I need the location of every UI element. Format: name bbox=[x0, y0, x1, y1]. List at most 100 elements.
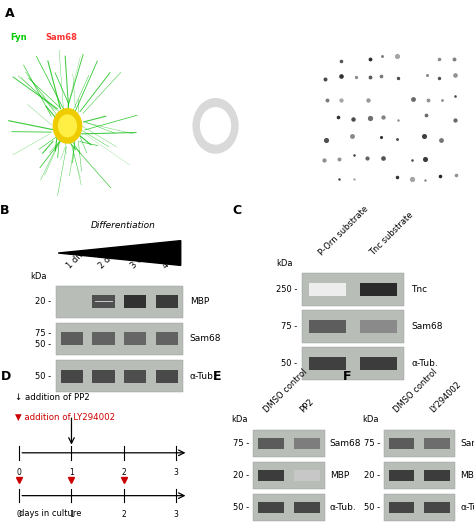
Text: P-Orn substrate: P-Orn substrate bbox=[318, 205, 371, 258]
Text: E: E bbox=[213, 370, 221, 383]
Bar bbox=[383, 495, 455, 521]
Bar bbox=[383, 430, 455, 457]
Bar bbox=[124, 370, 146, 383]
Text: Sam68: Sam68 bbox=[411, 322, 443, 331]
Bar bbox=[92, 332, 115, 345]
Bar bbox=[253, 430, 325, 457]
Text: kDa: kDa bbox=[276, 259, 293, 268]
Circle shape bbox=[201, 108, 230, 144]
Text: 4 div: 4 div bbox=[161, 249, 182, 270]
Bar bbox=[424, 502, 450, 513]
Circle shape bbox=[208, 117, 223, 135]
Bar bbox=[294, 502, 320, 513]
Circle shape bbox=[58, 115, 76, 136]
Text: 1 div: 1 div bbox=[65, 249, 86, 270]
Bar bbox=[360, 320, 397, 333]
Text: α-Tub.: α-Tub. bbox=[190, 372, 217, 381]
Circle shape bbox=[53, 109, 82, 143]
Bar bbox=[258, 470, 284, 481]
Text: 3: 3 bbox=[173, 510, 178, 519]
Bar bbox=[302, 348, 404, 380]
Text: 2: 2 bbox=[121, 468, 126, 477]
Text: ▼ addition of LY294002: ▼ addition of LY294002 bbox=[15, 413, 115, 422]
Bar bbox=[294, 470, 320, 481]
Bar bbox=[309, 283, 346, 296]
Bar bbox=[309, 357, 346, 370]
Text: 2: 2 bbox=[121, 510, 126, 519]
Text: Sam68: Sam68 bbox=[330, 439, 361, 448]
Text: /: / bbox=[37, 34, 40, 43]
Bar bbox=[389, 470, 414, 481]
Bar bbox=[92, 295, 115, 308]
Text: F: F bbox=[343, 370, 352, 383]
Text: kDa: kDa bbox=[30, 271, 47, 280]
Text: 250 -: 250 - bbox=[276, 285, 297, 294]
Bar bbox=[92, 370, 115, 383]
Text: 50 -: 50 - bbox=[36, 372, 52, 381]
Text: 50 -: 50 - bbox=[233, 503, 249, 512]
Bar bbox=[360, 357, 397, 370]
Text: 3 div: 3 div bbox=[129, 249, 150, 270]
Bar bbox=[309, 320, 346, 333]
Text: 0: 0 bbox=[17, 510, 22, 519]
Text: Sam68: Sam68 bbox=[460, 439, 474, 448]
Text: A: A bbox=[5, 7, 14, 19]
Text: 50 -: 50 - bbox=[281, 359, 297, 368]
Text: Differentiation: Differentiation bbox=[91, 220, 155, 229]
Text: 50 -: 50 - bbox=[364, 503, 380, 512]
Text: LY294002: LY294002 bbox=[428, 380, 463, 414]
Polygon shape bbox=[58, 240, 181, 266]
Text: C: C bbox=[232, 204, 241, 217]
Bar bbox=[389, 502, 414, 513]
Text: 20 -: 20 - bbox=[36, 297, 52, 306]
Text: α-Tub.: α-Tub. bbox=[330, 503, 356, 512]
Bar bbox=[124, 332, 146, 345]
Text: Tnc substrate: Tnc substrate bbox=[368, 211, 416, 258]
Text: DMSO control: DMSO control bbox=[262, 367, 309, 414]
Text: α-Tub.: α-Tub. bbox=[411, 359, 438, 368]
Bar bbox=[424, 438, 450, 449]
Text: 3: 3 bbox=[173, 468, 178, 477]
Bar bbox=[258, 502, 284, 513]
Bar bbox=[253, 495, 325, 521]
Bar bbox=[389, 438, 414, 449]
Bar bbox=[253, 462, 325, 489]
Text: 0: 0 bbox=[17, 468, 22, 477]
Bar bbox=[302, 273, 404, 306]
Text: ↓ addition of PP2: ↓ addition of PP2 bbox=[15, 393, 90, 402]
Text: Sam68: Sam68 bbox=[165, 34, 194, 43]
Text: kDa: kDa bbox=[232, 415, 248, 424]
Bar bbox=[156, 332, 178, 345]
Text: 20 -: 20 - bbox=[364, 471, 380, 480]
Bar bbox=[124, 295, 146, 308]
Text: DMSO control: DMSO control bbox=[392, 367, 439, 414]
Bar bbox=[201, 102, 248, 171]
Bar bbox=[61, 370, 83, 383]
Bar bbox=[383, 462, 455, 489]
Text: 50 -: 50 - bbox=[36, 340, 52, 349]
Bar bbox=[156, 295, 178, 308]
Text: Fyn: Fyn bbox=[11, 34, 27, 43]
Text: 2 div: 2 div bbox=[97, 249, 118, 270]
Text: 75 -: 75 - bbox=[281, 322, 297, 331]
Text: D: D bbox=[0, 370, 11, 383]
Text: 1: 1 bbox=[69, 510, 74, 519]
Bar bbox=[61, 332, 83, 345]
Bar bbox=[302, 310, 404, 343]
Text: MBP: MBP bbox=[330, 471, 349, 480]
Bar bbox=[156, 370, 178, 383]
Bar bbox=[258, 438, 284, 449]
Text: Sam68: Sam68 bbox=[317, 34, 346, 43]
Text: 75 -: 75 - bbox=[233, 439, 249, 448]
Text: 75 -: 75 - bbox=[364, 439, 380, 448]
Text: MBP: MBP bbox=[460, 471, 474, 480]
Text: Sam68: Sam68 bbox=[45, 34, 77, 43]
Text: 75 -: 75 - bbox=[35, 329, 52, 338]
Text: Sam68: Sam68 bbox=[190, 334, 221, 343]
Bar bbox=[360, 283, 397, 296]
Text: B: B bbox=[0, 204, 10, 217]
Circle shape bbox=[193, 99, 238, 153]
Text: PP2: PP2 bbox=[298, 397, 315, 414]
Text: α-Tub.: α-Tub. bbox=[460, 503, 474, 512]
Text: 1: 1 bbox=[69, 468, 74, 477]
